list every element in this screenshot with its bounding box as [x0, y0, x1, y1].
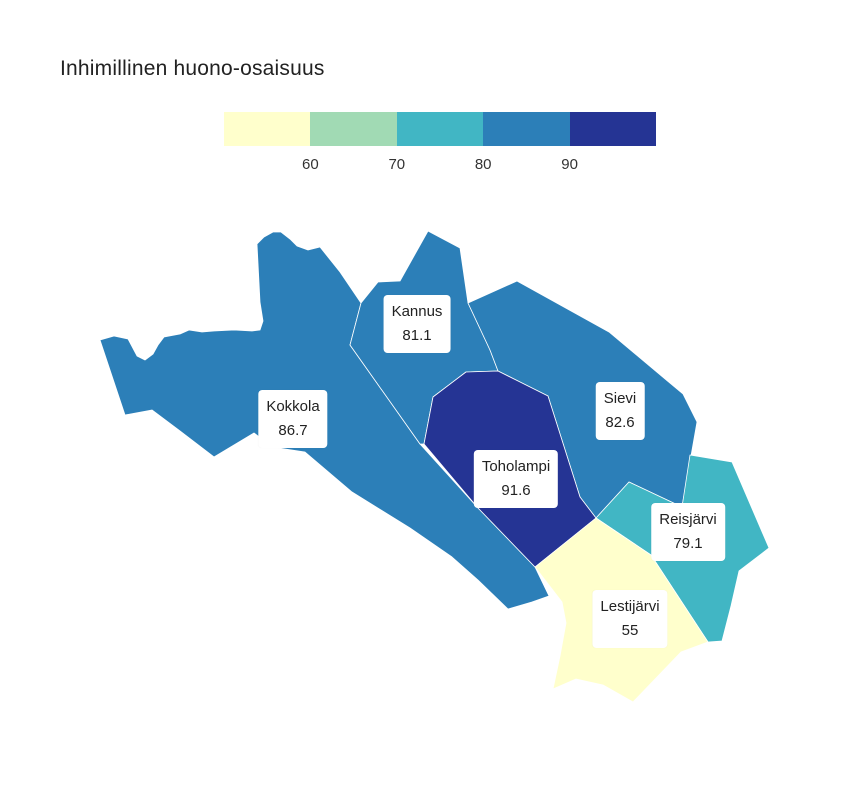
municipality-name: Kannus	[391, 303, 443, 320]
municipality-name: Lestijärvi	[600, 598, 660, 615]
map-label-sievi: Sievi 82.6	[595, 382, 645, 440]
municipality-value: 79.1	[673, 535, 703, 552]
map-label-kannus: Kannus 81.1	[383, 295, 451, 353]
municipality-value: 55	[621, 622, 639, 639]
municipality-name: Kokkola	[266, 398, 320, 415]
legend-tick: 80	[474, 156, 492, 173]
municipality-name: Reisjärvi	[659, 511, 717, 528]
map-title: Inhimillinen huono-osaisuus	[60, 57, 325, 80]
map-label-kokkola: Kokkola 86.7	[258, 390, 328, 448]
legend-tick: 60	[302, 156, 319, 173]
legend-tick: 90	[561, 156, 578, 173]
municipality-name: Toholampi	[481, 458, 551, 475]
map-label-lestijarvi: Lestijärvi 55	[592, 590, 668, 648]
legend-swatch	[396, 112, 484, 146]
legend-tick: 70	[388, 156, 406, 173]
municipality-name: Sievi	[603, 390, 637, 407]
municipality-value: 82.6	[605, 414, 635, 431]
legend-swatch	[224, 112, 311, 146]
color-legend: 60 70 80 90	[224, 112, 656, 173]
legend-swatch	[569, 112, 656, 146]
map-label-toholampi: Toholampi 91.6	[473, 450, 559, 508]
municipality-value: 81.1	[402, 327, 432, 344]
municipality-value: 86.7	[278, 422, 308, 439]
legend-swatch	[310, 112, 397, 146]
municipality-value: 91.6	[501, 482, 531, 499]
legend-swatch	[483, 112, 570, 146]
map-label-reisjarvi: Reisjärvi 79.1	[651, 503, 725, 561]
